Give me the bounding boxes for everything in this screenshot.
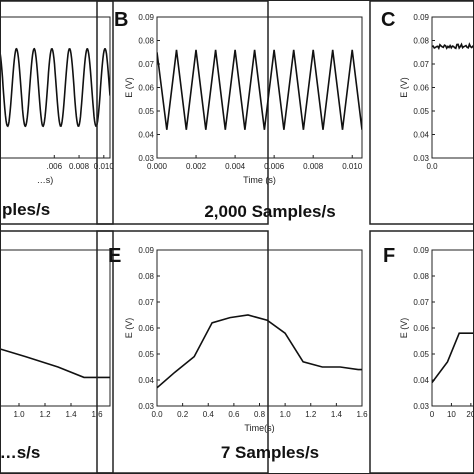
y-tick-label: 0.07	[138, 298, 154, 307]
series-line	[157, 314, 362, 389]
x-tick-label: 0.000	[147, 162, 168, 171]
y-tick-label: 0.04	[413, 131, 429, 140]
y-tick-label: 0.06	[413, 324, 429, 333]
panel-e: 0.03 0.04 0.05 0.06 0.07 0.08 0.09 0.0 0.2 0.4 0.6…	[96, 230, 368, 474]
y-tick-label: 0.09	[138, 246, 154, 255]
x-tick-label: 1.0	[280, 410, 292, 419]
plot-area	[156, 249, 363, 407]
y-tick-label: 0.06	[138, 84, 154, 93]
y-tick-label: 0.06	[413, 84, 429, 93]
y-tick-label: 0.08	[138, 272, 154, 281]
y-tick-label: 0.03	[138, 402, 154, 411]
x-tick-label: 20	[466, 410, 474, 419]
y-tick-label: 0.09	[138, 13, 154, 22]
y-tick-label: 0.05	[413, 107, 429, 116]
x-tick-label: 0.002	[186, 162, 207, 171]
x-tick-label: 0.008	[69, 162, 90, 171]
x-tick-label: 10	[447, 410, 456, 419]
panel-frame	[0, 0, 114, 225]
panel-caption: …s/s	[0, 443, 40, 462]
panel-caption: 7 Samples/s	[221, 443, 319, 462]
y-tick-label: 0.05	[413, 350, 429, 359]
y-tick-label: 0.04	[138, 131, 154, 140]
y-tick-label: 0.08	[138, 37, 154, 46]
x-tick-label: 0.010	[94, 162, 115, 171]
x-tick-label: 0.008	[303, 162, 324, 171]
x-tick-label: 0.4	[203, 410, 215, 419]
y-tick-label: 0.05	[138, 107, 154, 116]
series-line	[0, 47, 110, 128]
panel-f: 0.03 0.04 0.05 0.06 0.07 0.08 0.09 0 10 20 E (V) F	[369, 230, 474, 474]
x-tick-label: 0.006	[264, 162, 285, 171]
panel-d: 1.0 1.2 1.4 1.6…s/s	[0, 230, 114, 474]
y-tick-label: 0.03	[413, 402, 429, 411]
panel-frame	[0, 230, 114, 474]
plot-area	[431, 16, 474, 159]
plot-area	[0, 249, 111, 407]
series-line	[432, 42, 474, 51]
x-tick-label: 1.0	[13, 410, 25, 419]
y-tick-label: 0.05	[138, 350, 154, 359]
plot-area	[431, 249, 474, 407]
y-tick-label: 0.09	[413, 13, 429, 22]
x-axis-label: Time (s)	[243, 175, 276, 185]
panel-caption: …mples/s	[0, 200, 50, 219]
y-tick-label: 0.03	[138, 154, 154, 163]
y-tick-label: 0.03	[413, 154, 429, 163]
y-tick-label: 0.07	[413, 298, 429, 307]
y-tick-label: 0.06	[138, 324, 154, 333]
x-tick-label: 0.0	[151, 410, 163, 419]
series-line	[432, 332, 474, 384]
panel-letter: B	[114, 9, 128, 31]
panel-b: 0.03 0.04 0.05 0.06 0.07 0.08 0.09 0.000 0.002 0.…	[96, 0, 363, 225]
y-tick-label: 0.04	[413, 376, 429, 385]
y-tick-label: 0.07	[413, 60, 429, 69]
panel-letter: E	[108, 245, 121, 267]
panel-caption: 2,000 Samples/s	[204, 202, 335, 221]
x-tick-label: 0	[430, 410, 435, 419]
plot-area	[0, 16, 111, 159]
x-axis-label: …s)	[37, 175, 54, 185]
y-axis-label: E (V)	[399, 318, 409, 339]
panel-letter: F	[383, 245, 395, 267]
x-tick-label: 0.6	[228, 410, 240, 419]
y-axis-label: E (V)	[399, 77, 409, 98]
x-tick-label: 0.004	[225, 162, 246, 171]
x-tick-label: 0.2	[177, 410, 189, 419]
x-tick-label: 1.4	[65, 410, 77, 419]
y-tick-label: 0.04	[138, 376, 154, 385]
x-tick-label: 1.4	[331, 410, 343, 419]
y-tick-label: 0.09	[413, 246, 429, 255]
y-tick-label: 0.07	[138, 60, 154, 69]
x-tick-label: 1.6	[356, 410, 368, 419]
series-line	[0, 348, 110, 379]
panel-letter: C	[381, 9, 395, 31]
panel-c: 0.030.040.050.060.070.080.090.00.1E (V)C	[369, 0, 474, 225]
y-tick-label: 0.08	[413, 37, 429, 46]
x-tick-label: .006	[46, 162, 62, 171]
x-tick-label: 1.2	[305, 410, 317, 419]
x-tick-label: 0.8	[254, 410, 266, 419]
panel-frame	[96, 230, 269, 474]
x-tick-label: 0.010	[342, 162, 363, 171]
series-line	[157, 49, 362, 130]
y-tick-label: 0.08	[413, 272, 429, 281]
x-tick-label: 0.0	[426, 162, 438, 171]
y-axis-label: E (V)	[124, 318, 134, 339]
x-tick-label: 1.2	[39, 410, 51, 419]
y-axis-label: E (V)	[124, 77, 134, 98]
x-axis-label: Time(s)	[244, 423, 274, 433]
